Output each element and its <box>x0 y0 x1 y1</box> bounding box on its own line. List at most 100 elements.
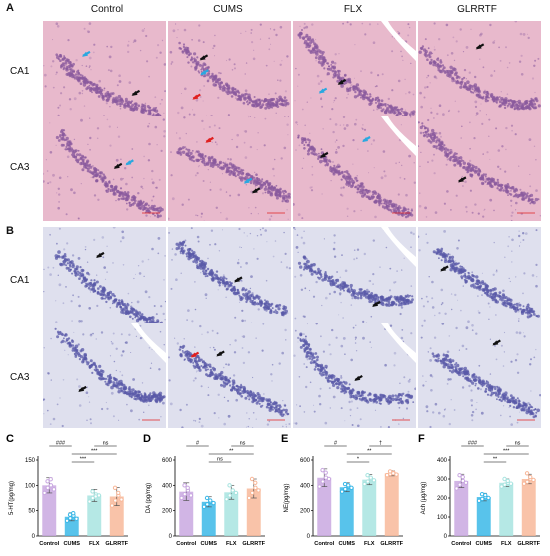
pyramidal-cell <box>71 262 75 266</box>
cell-dot <box>334 53 337 56</box>
cell-dot <box>256 235 259 237</box>
cell-dot <box>407 390 410 393</box>
pyramidal-cell <box>337 73 341 76</box>
pyramidal-cell <box>332 76 335 79</box>
pyramidal-cell <box>123 105 127 109</box>
cell-dot <box>474 203 477 206</box>
pyramidal-cell <box>421 45 425 48</box>
pyramidal-cell <box>460 277 464 280</box>
cell-dot <box>344 353 346 355</box>
cell-dot <box>163 63 166 66</box>
pyramidal-cell <box>181 350 184 352</box>
pyramidal-cell <box>99 171 103 175</box>
pyramidal-cell <box>117 382 121 385</box>
cell-dot <box>499 168 502 170</box>
pyramidal-cell <box>55 135 59 140</box>
pyramidal-cell <box>478 93 481 96</box>
pyramidal-cell <box>499 298 502 301</box>
pyramidal-cell <box>196 265 201 270</box>
pyramidal-cell <box>143 318 146 320</box>
cell-dot <box>433 172 436 175</box>
cell-dot <box>240 266 242 268</box>
cell-dot <box>510 199 513 202</box>
pyramidal-cell <box>240 297 243 300</box>
pyramidal-cell <box>518 108 521 111</box>
cell-dot <box>404 109 406 111</box>
pyramidal-cell <box>175 247 179 251</box>
cell-dot <box>398 32 401 35</box>
black-arrow-icon <box>457 176 467 183</box>
pyramidal-cell <box>191 159 194 162</box>
pyramidal-cell <box>217 280 221 284</box>
cell-dot <box>482 66 485 69</box>
cell-dot <box>391 36 393 38</box>
cell-dot <box>285 339 287 341</box>
pyramidal-cell <box>509 302 513 306</box>
pyramidal-cell <box>192 156 195 159</box>
pyramidal-cell <box>421 122 424 125</box>
pyramidal-cell <box>208 363 212 367</box>
cell-dot <box>122 264 125 266</box>
cell-dot <box>196 172 199 175</box>
cell-dot <box>86 419 88 421</box>
pyramidal-cell <box>79 266 82 269</box>
cell-dot <box>217 393 220 396</box>
pyramidal-cell <box>209 368 213 372</box>
pyramidal-cell <box>188 247 192 251</box>
cell-dot <box>508 236 510 238</box>
pyramidal-cell <box>73 77 77 80</box>
cell-dot <box>236 261 240 265</box>
pyramidal-cell <box>183 351 187 354</box>
cell-dot <box>332 130 335 134</box>
pyramidal-cell <box>450 265 453 268</box>
pyramidal-cell <box>254 180 258 184</box>
cell-dot <box>43 172 45 175</box>
pyramidal-cell <box>250 175 254 179</box>
pyramidal-cell <box>61 333 64 336</box>
pyramidal-cell <box>197 70 200 73</box>
cell-dot <box>297 124 299 126</box>
cell-dot <box>510 204 513 207</box>
cell-dot <box>254 116 256 119</box>
cell-dot <box>419 165 421 167</box>
cell-dot <box>355 350 358 352</box>
pyramidal-cell <box>227 166 230 169</box>
pyramidal-cell <box>115 384 119 387</box>
micrograph-image <box>293 21 416 126</box>
pyramidal-cell <box>112 381 116 384</box>
cell-dot <box>335 336 338 339</box>
cell-dot <box>518 318 520 320</box>
cell-dot <box>531 274 535 277</box>
pyramidal-cell <box>450 70 454 74</box>
pyramidal-cell <box>313 270 316 274</box>
pyramidal-cell <box>89 359 93 363</box>
pyramidal-cell <box>84 80 89 85</box>
cell-dot <box>400 336 404 340</box>
pyramidal-cell <box>236 169 239 173</box>
cell-dot <box>192 109 194 111</box>
pyramidal-cell <box>411 112 415 116</box>
pyramidal-cell <box>259 405 263 408</box>
pyramidal-cell <box>446 152 450 156</box>
cell-dot <box>186 319 188 321</box>
pyramidal-cell <box>374 199 378 204</box>
pyramidal-cell <box>230 388 233 392</box>
pyramidal-cell <box>254 99 258 103</box>
pyramidal-cell <box>191 61 195 64</box>
pyramidal-cell <box>346 175 349 178</box>
pyramidal-cell <box>84 156 87 159</box>
cell-dot <box>282 400 284 402</box>
cell-dot <box>58 283 62 287</box>
pyramidal-cell <box>221 88 225 92</box>
cell-dot <box>454 293 457 297</box>
pyramidal-cell <box>390 210 393 213</box>
cell-dot <box>89 117 91 119</box>
cell-dot <box>254 186 256 188</box>
pyramidal-cell <box>327 68 330 71</box>
pyramidal-cell <box>278 193 282 197</box>
cell-dot <box>288 267 291 270</box>
cell-dot <box>451 308 453 311</box>
cell-dot <box>465 78 467 80</box>
cell-dot <box>346 207 349 210</box>
cell-dot <box>465 205 468 209</box>
